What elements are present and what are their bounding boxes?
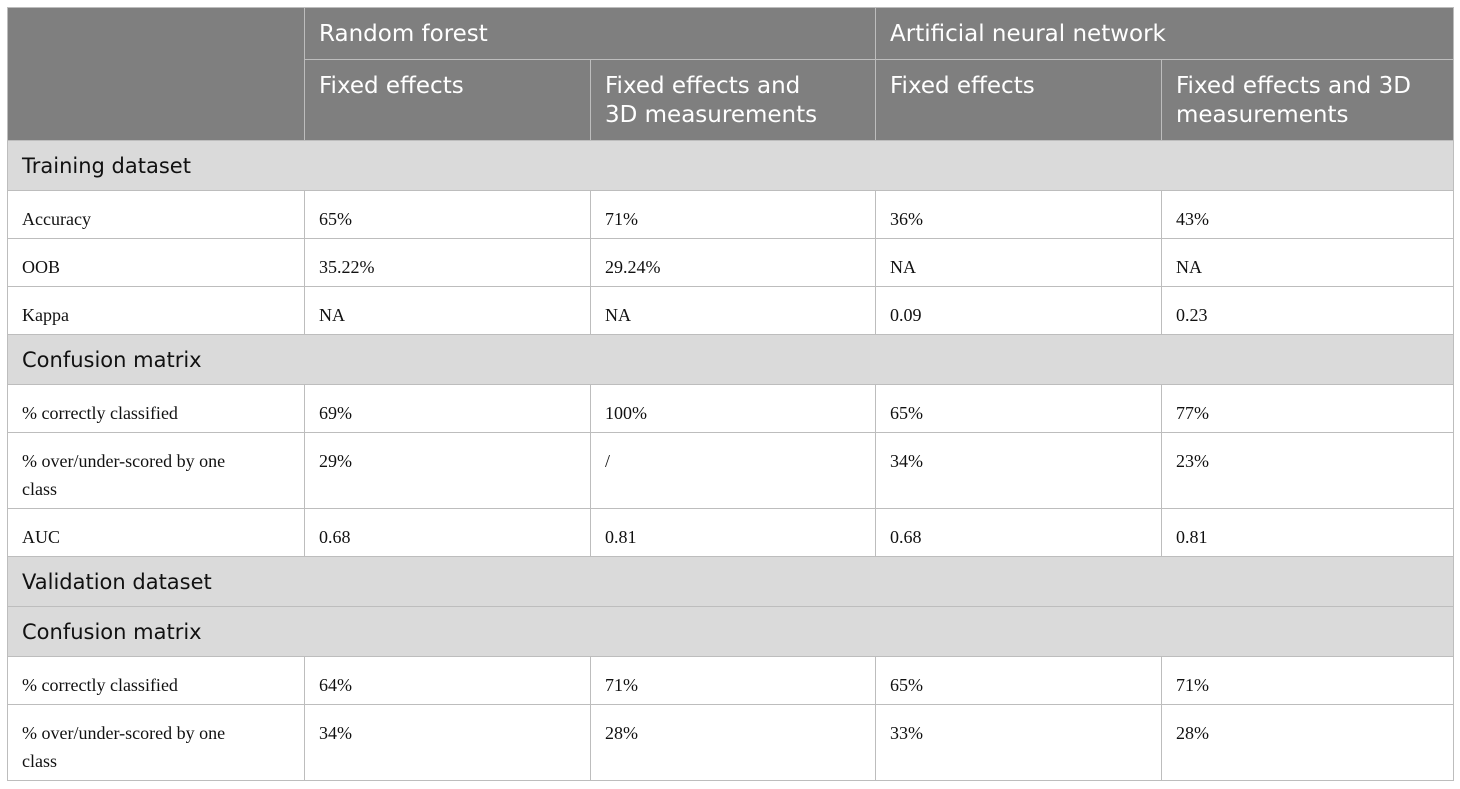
results-table: Random forest Artificial neural network …	[6, 7, 1455, 781]
table-cell: 71%	[590, 190, 876, 239]
header-group-ann: Artificial neural network	[874, 7, 1455, 60]
table-cell: 43%	[1160, 190, 1455, 239]
header-corner-cell	[7, 7, 305, 141]
table-row-over-under-val: % over/under-scored by one class 34% 28%…	[7, 704, 1455, 781]
table-cell: 28%	[590, 704, 876, 781]
section-row-confusion-validation: Confusion matrix	[6, 606, 1455, 657]
table-row-correct-val: % correctly classified 64% 71% 65% 71%	[7, 656, 1455, 705]
section-label: Training dataset	[6, 140, 1455, 191]
table-cell: 36%	[875, 190, 1162, 239]
table-cell: 0.81	[1160, 508, 1455, 557]
header-rf-fixed-effects-3d: Fixed effects and 3D measurements	[590, 59, 876, 141]
table-cell: 34%	[875, 432, 1162, 509]
section-label: Confusion matrix	[6, 606, 1455, 657]
table-cell: /	[590, 432, 876, 509]
table-cell: 71%	[590, 656, 876, 705]
table-cell: 29%	[304, 432, 591, 509]
table-cell: 34%	[304, 704, 591, 781]
table-header: Random forest Artificial neural network …	[7, 7, 1455, 141]
header-row-subheaders: Fixed effects Fixed effects and 3D measu…	[8, 59, 1455, 141]
header-row-groups: Random forest Artificial neural network	[7, 7, 1455, 141]
table-row-correct-train: % correctly classified 69% 100% 65% 77%	[7, 384, 1455, 433]
table-cell: 65%	[875, 656, 1162, 705]
table-cell: NA	[590, 286, 876, 335]
row-label: % correctly classified	[7, 384, 305, 433]
table-cell: NA	[875, 238, 1162, 287]
table-cell: 0.68	[304, 508, 591, 557]
table-cell: 77%	[1160, 384, 1455, 433]
table-body: Training dataset Accuracy 65% 71% 36% 43…	[6, 140, 1455, 781]
header-ann-fixed-effects-3d: Fixed effects and 3D measurements	[1160, 59, 1455, 141]
row-label: Kappa	[7, 286, 305, 335]
table-row-over-under-train: % over/under-scored by one class 29% / 3…	[7, 432, 1455, 509]
header-group-random-forest: Random forest	[304, 7, 876, 60]
table-cell: 0.68	[875, 508, 1162, 557]
table-cell: NA	[1160, 238, 1455, 287]
table-row-auc: AUC 0.68 0.81 0.68 0.81	[7, 508, 1455, 557]
row-label: % over/under-scored by one class	[7, 704, 305, 781]
row-label: % over/under-scored by one class	[7, 432, 305, 509]
table-cell: 71%	[1160, 656, 1455, 705]
row-label: Accuracy	[7, 190, 305, 239]
section-row-validation: Validation dataset	[6, 556, 1455, 607]
table-row-oob: OOB 35.22% 29.24% NA NA	[7, 238, 1455, 287]
section-label: Confusion matrix	[6, 334, 1455, 385]
row-label: OOB	[7, 238, 305, 287]
table-cell: 28%	[1160, 704, 1455, 781]
table-row-kappa: Kappa NA NA 0.09 0.23	[7, 286, 1455, 335]
table-cell: 0.81	[590, 508, 876, 557]
table-cell: 0.23	[1160, 286, 1455, 335]
table-cell: NA	[304, 286, 591, 335]
table-cell: 33%	[875, 704, 1162, 781]
table-cell: 29.24%	[590, 238, 876, 287]
section-row-training: Training dataset	[6, 140, 1455, 191]
section-row-confusion-training: Confusion matrix	[6, 334, 1455, 385]
section-label: Validation dataset	[6, 556, 1455, 607]
table-cell: 65%	[875, 384, 1162, 433]
table-cell: 69%	[304, 384, 591, 433]
table-cell: 65%	[304, 190, 591, 239]
table-cell: 0.09	[875, 286, 1162, 335]
header-ann-fixed-effects: Fixed effects	[875, 59, 1162, 141]
table-cell: 35.22%	[304, 238, 591, 287]
table-cell: 64%	[304, 656, 591, 705]
table-cell: 23%	[1160, 432, 1455, 509]
table-cell: 100%	[590, 384, 876, 433]
row-label: % correctly classified	[7, 656, 305, 705]
row-label: AUC	[7, 508, 305, 557]
header-rf-fixed-effects: Fixed effects	[304, 59, 591, 141]
table-row-accuracy: Accuracy 65% 71% 36% 43%	[7, 190, 1455, 239]
